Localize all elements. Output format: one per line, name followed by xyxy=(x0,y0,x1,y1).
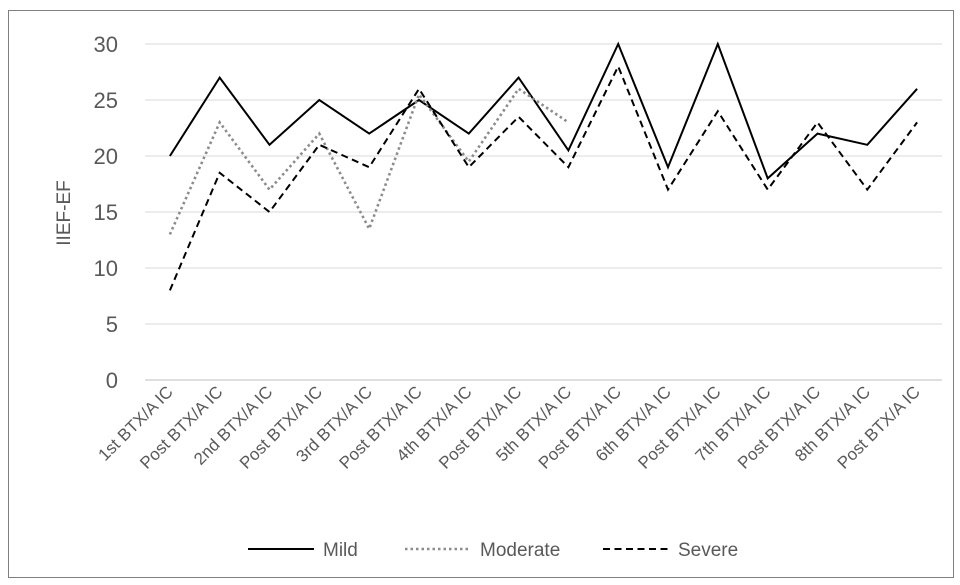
y-tick-label: 25 xyxy=(94,88,118,113)
gridlines xyxy=(145,43,942,381)
series-line-severe xyxy=(168,63,918,291)
series-line-moderate xyxy=(168,86,570,235)
y-tick-label: 10 xyxy=(94,256,118,281)
y-tick-label: 15 xyxy=(94,200,118,225)
y-tick-label: 20 xyxy=(94,144,118,169)
legend: Mild Moderate Severe xyxy=(248,540,738,561)
y-tick-label: 30 xyxy=(94,32,118,57)
series-line-mild xyxy=(169,41,918,181)
series-lines xyxy=(168,41,918,291)
chart-frame xyxy=(8,10,954,578)
y-tick-label: 0 xyxy=(106,368,118,393)
legend-label-severe: Severe xyxy=(678,540,738,561)
legend-label-moderate: Moderate xyxy=(480,540,560,561)
y-tick-labels: 0 5 10 15 20 25 30 xyxy=(94,32,118,393)
y-tick-label: 5 xyxy=(106,312,118,337)
y-axis-title: IIEF-EF xyxy=(54,180,75,245)
legend-label-mild: Mild xyxy=(323,540,358,561)
